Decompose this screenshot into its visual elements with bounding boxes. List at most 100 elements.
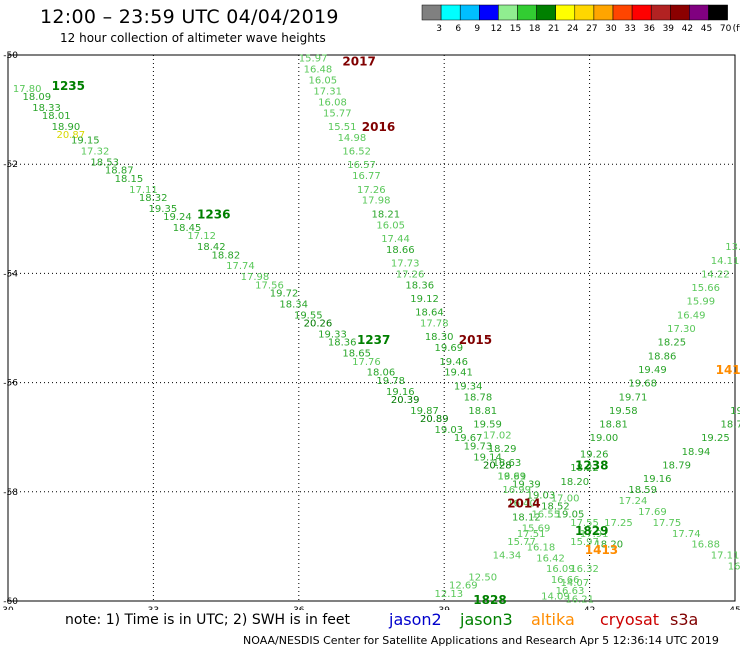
pass-number-label: 1412 [716, 363, 740, 377]
wave-height-value: 18.52 [541, 501, 570, 512]
wave-height-value: 18.36 [328, 338, 357, 349]
wave-height-value: 18.94 [682, 447, 711, 458]
legend-swatch [612, 4, 633, 21]
wave-height-value: 18.81 [599, 420, 628, 431]
chart-title: 12:00 – 23:59 UTC 04/04/2019 [40, 6, 339, 28]
wave-height-value: 17.31 [313, 86, 342, 97]
wave-height-value: 19.33 [318, 329, 347, 340]
wave-height-value: 19.41 [444, 368, 473, 379]
axis-ticks: 30 33 36 39 42 45 -50 -52 -54 -56 -58 -60 [2, 51, 740, 610]
pass-number-label: 2016 [362, 120, 395, 134]
sat-label-altika: altika [531, 610, 575, 629]
legend-level: 30 [605, 24, 617, 34]
wave-height-value: 18.20 [594, 540, 623, 551]
grid [7, 54, 736, 602]
wave-height-value: 16.4 [728, 562, 740, 573]
pass-number-label: 1237 [357, 333, 390, 347]
wave-height-value: 17.78 [420, 319, 449, 330]
legend-level: 27 [586, 24, 597, 34]
pass-labels: 1235 1236 1237 1238 1829 1828 2017 2016 2015 2014… [52, 54, 740, 606]
wave-height-value: 18.12 [512, 512, 541, 523]
wave-height-value: 15.51 [328, 122, 357, 133]
wave-height-value: 17.98 [362, 196, 391, 207]
wave-height-value: 16.91 [498, 471, 527, 482]
wave-height-value: 18.20 [561, 477, 590, 488]
wave-height-value: 17.11 [711, 551, 740, 562]
wave-height-value: 19.26 [580, 450, 609, 461]
pass-number-label: 2014 [507, 497, 540, 511]
wave-height-value: 19.25 [701, 433, 730, 444]
legend-level: 70 [720, 24, 732, 34]
wave-height-value: 17.00 [551, 493, 580, 504]
legend-level: 9 [474, 24, 480, 34]
wave-height-value: 16.55 [531, 510, 560, 521]
wave-height-value: 18.22 [570, 463, 599, 474]
pass-number-label: 1828 [473, 593, 506, 607]
pass-number-label: 1829 [575, 524, 608, 538]
legend-swatch [593, 4, 614, 21]
wave-height-value: 18.86 [648, 351, 677, 362]
wave-height-value: 20.39 [391, 395, 420, 406]
wave-height-value: 17.74 [672, 529, 701, 540]
wave-height-value: 14.34 [493, 551, 522, 562]
wave-height-value: 17.74 [226, 261, 255, 272]
y-tick-label: -52 [3, 160, 18, 170]
wave-height-value: 19.68 [628, 379, 657, 390]
legend-level: 12 [491, 24, 502, 34]
wave-height-value: 18.42 [197, 242, 226, 253]
wave-height-value: 20.89 [420, 414, 449, 425]
pass-number-label: 2017 [342, 54, 375, 68]
legend-level: 21 [548, 24, 559, 34]
legend-level: 18 [529, 24, 541, 34]
wave-height-value: 14.22 [701, 269, 730, 280]
wave-height-value: 15.77 [323, 108, 352, 119]
wave-height-value: 17.55 [570, 518, 599, 529]
wave-height-value: 17.25 [604, 518, 633, 529]
legend-level: 42 [682, 24, 693, 34]
wave-height-value: 19.12 [410, 294, 439, 305]
y-tick-label: -58 [3, 488, 18, 498]
legend-level: 36 [643, 24, 655, 34]
chart-subtitle: 12 hour collection of altimeter wave hei… [60, 31, 326, 45]
legend-swatch [631, 4, 652, 21]
wave-height-value: 18.78 [464, 392, 493, 403]
wave-height-value: 18.65 [342, 349, 371, 360]
wave-height-value: 17.56 [255, 280, 284, 291]
y-tick-label: -60 [3, 597, 18, 607]
legend-swatch [517, 4, 537, 21]
wave-height-value: 18.32 [139, 193, 168, 204]
wave-height-value: 18.87 [105, 166, 134, 177]
wave-height-value: 19.46 [439, 357, 468, 368]
wave-height-value: 19.55 [294, 310, 323, 321]
sat-label-jason3: jason3 [460, 610, 513, 629]
wave-height-value: 18.90 [52, 122, 81, 133]
wave-height-value: 17.44 [381, 234, 410, 245]
wave-height-value: 13.33 [725, 242, 740, 253]
wave-height-value: 16.18 [527, 542, 556, 553]
wave-height-value: 18.36 [405, 280, 434, 291]
wave-height-value: 18.66 [386, 245, 415, 256]
wave-height-value: 16.99 [502, 485, 531, 496]
wave-height-value: 19.35 [149, 204, 178, 215]
wave-height-value: 16.63 [556, 586, 585, 597]
wave-height-value: 16.88 [691, 540, 720, 551]
wave-height-value: 14.07 [561, 578, 590, 589]
wave-height-value: 18.82 [212, 250, 241, 261]
wave-height-value: 18.64 [415, 308, 444, 319]
wave-height-value: 16.48 [304, 65, 333, 76]
wave-height-value: 15.99 [687, 297, 716, 308]
wave-height-value: 20.26 [304, 319, 333, 330]
wave-height-value: 17.76 [352, 357, 381, 368]
wave-height-value: 17.98 [241, 272, 270, 283]
wave-height-value: 18.09 [23, 92, 52, 103]
wave-height-value: 19.73 [464, 441, 493, 452]
x-tick-label: 36 [293, 606, 305, 610]
wave-height-value: 14.98 [338, 133, 367, 144]
wave-height-value: 16.66 [551, 575, 580, 586]
wave-height-value: 17.32 [81, 147, 110, 158]
legend-swatch [440, 4, 461, 21]
wave-height-value: 18.21 [372, 209, 401, 220]
wave-height-value: 18.29 [488, 444, 517, 455]
wave-height-value: 19.24 [163, 212, 192, 223]
